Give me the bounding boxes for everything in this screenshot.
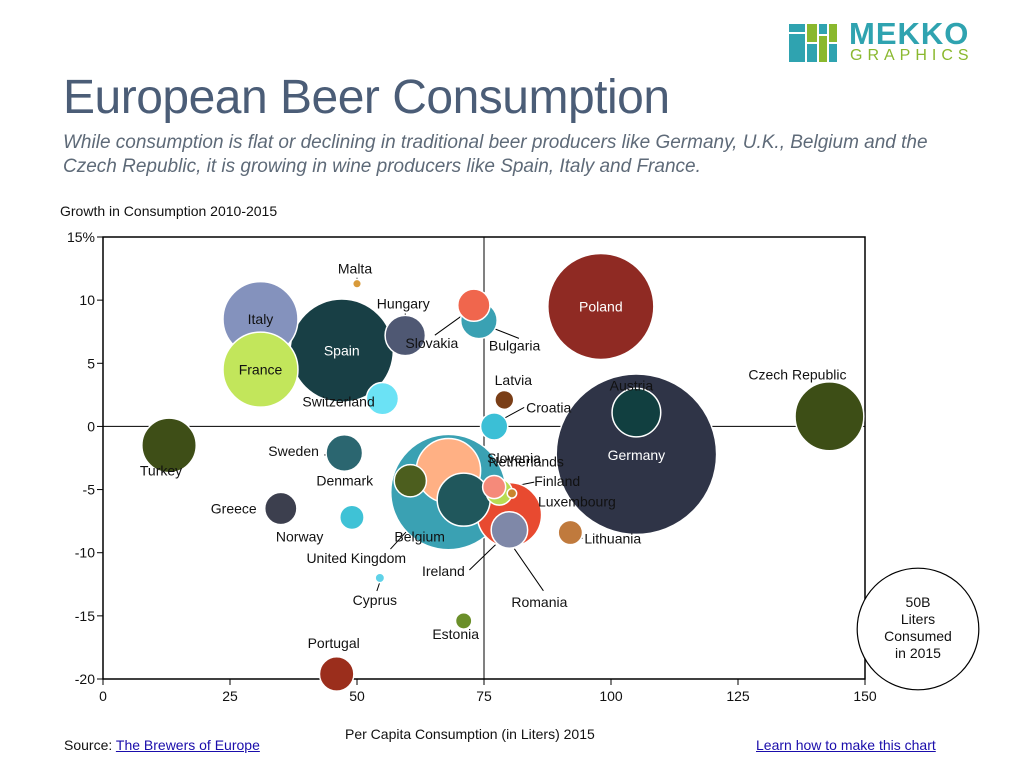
label-latvia: Latvia — [495, 372, 533, 388]
bubble-luxembourg — [506, 487, 518, 499]
learn-more: Learn how to make this chart — [756, 737, 936, 753]
x-tick-label: 75 — [476, 688, 492, 704]
page-title: European Beer Consumption — [63, 71, 670, 124]
size-legend-bubble — [856, 567, 980, 691]
label-austria: Austria — [610, 378, 654, 394]
label-germany: Germany — [608, 447, 666, 463]
x-tick-label: 125 — [726, 688, 750, 704]
label-poland: Poland — [579, 298, 623, 314]
y-tick-label: 5 — [87, 355, 95, 371]
bubble-czech-republic — [794, 381, 865, 452]
bubble-ireland — [490, 510, 529, 549]
page-subtitle: While consumption is flat or declining i… — [63, 132, 928, 177]
y-tick-label: -20 — [75, 671, 95, 687]
bubble-malta — [351, 278, 363, 289]
label-ireland: Ireland — [422, 563, 465, 579]
bubble-slovenia — [481, 474, 507, 500]
bubble-croatia — [479, 412, 509, 441]
y-tick-label: 15% — [67, 229, 95, 245]
bubble-austria — [611, 387, 662, 438]
x-tick-label: 25 — [222, 688, 238, 704]
bubble-lithuania — [557, 519, 584, 546]
y-tick-label: -5 — [83, 482, 96, 498]
bubble-france — [222, 331, 299, 408]
label-slovenia: Slovenia — [487, 450, 541, 466]
label-denmark: Denmark — [316, 473, 374, 489]
label-estonia: Estonia — [432, 626, 479, 642]
bubble-belgium — [436, 472, 491, 527]
logo-wordmark: MEKKO — [849, 16, 970, 51]
bubble-labels: Germany United Kingdom Poland Spain Italy Fra… — [140, 261, 847, 651]
label-finland: Finland — [534, 473, 580, 489]
label-belgium: Belgium — [394, 529, 445, 545]
learn-link[interactable]: Learn how to make this chart — [756, 737, 936, 753]
label-portugal: Portugal — [308, 635, 360, 651]
size-legend-text: 50B — [906, 594, 931, 610]
x-tick-label: 0 — [99, 688, 107, 704]
y-tick-label: 10 — [79, 292, 95, 308]
bubble-slovakia — [457, 288, 491, 323]
label-netherlands: Netherlands — [488, 454, 564, 470]
label-hungary: Hungary — [377, 296, 430, 312]
label-switzerland: Switzerland — [302, 394, 374, 410]
y-tick-label: -15 — [75, 608, 95, 624]
label-croatia: Croatia — [526, 399, 571, 415]
bubble-germany — [555, 373, 718, 536]
bubble-turkey — [141, 417, 197, 474]
bubble-estonia — [454, 611, 473, 630]
label-lithuania: Lithuania — [584, 531, 641, 547]
label-italy: Italy — [248, 311, 274, 327]
label-bulgaria: Bulgaria — [489, 337, 541, 353]
source-link[interactable]: The Brewers of Europe — [115, 737, 260, 753]
chart-bubbles — [141, 252, 865, 692]
size-legend-text: in 2015 — [895, 645, 941, 661]
x-tick-label: 100 — [599, 688, 623, 704]
label-luxembourg: Luxembourg — [538, 493, 616, 509]
leader-cyprus — [376, 581, 381, 592]
y-axis-title: Growth in Consumption 2010-2015 — [60, 203, 278, 219]
label-cyprus: Cyprus — [353, 592, 397, 608]
bubble-latvia — [494, 389, 515, 411]
x-axis-title: Per Capita Consumption (in Liters) 2015 — [345, 726, 595, 742]
label-romania: Romania — [511, 594, 567, 610]
bubble-poland — [547, 252, 655, 361]
size-legend-text: Consumed — [884, 628, 952, 644]
mekko-graphics-logo: MEKKO GRAPHICS — [787, 18, 999, 66]
bubble-greece — [263, 491, 298, 526]
leader-romania — [513, 548, 544, 592]
y-tick-label: 0 — [87, 418, 95, 434]
label-czech-republic: Czech Republic — [748, 366, 846, 382]
bubble-hungary — [384, 314, 427, 357]
x-tick-label: 150 — [853, 688, 877, 704]
label-spain: Spain — [324, 343, 360, 359]
source-prefix: Source: — [64, 737, 116, 753]
logo-mark-icon — [789, 24, 837, 62]
label-turkey: Turkey — [140, 462, 182, 478]
label-greece: Greece — [211, 501, 257, 517]
bubble-cyprus — [374, 572, 386, 584]
bubble-sweden — [325, 433, 364, 472]
label-france: France — [239, 362, 283, 378]
label-united-kingdom: United Kingdom — [306, 550, 406, 566]
bubble-denmark — [393, 463, 428, 498]
source-note: Source: The Brewers of Europe — [64, 737, 260, 753]
logo-subword: GRAPHICS — [850, 47, 974, 64]
bubble-switzerland — [365, 381, 400, 416]
label-norway: Norway — [276, 528, 323, 544]
label-slovakia: Slovakia — [405, 335, 458, 351]
label-malta: Malta — [338, 261, 372, 277]
size-legend-text: Liters — [901, 611, 935, 627]
label-sweden: Sweden — [268, 443, 319, 459]
y-tick-label: -10 — [75, 545, 95, 561]
leader-ireland — [469, 540, 500, 571]
x-tick-label: 50 — [349, 688, 365, 704]
bubble-norway — [339, 504, 365, 531]
bubble-portugal — [318, 655, 355, 692]
